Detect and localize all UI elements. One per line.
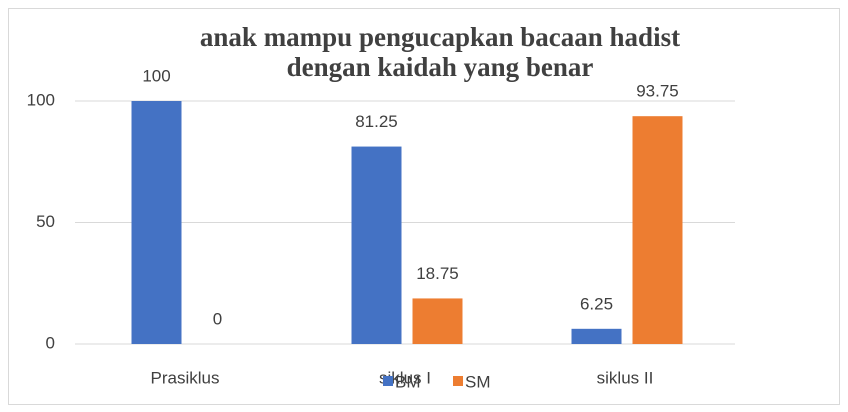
y-tick-label: 50 — [36, 212, 55, 231]
chart-title: dengan kaidah yang benar — [287, 52, 594, 82]
bar — [351, 146, 402, 344]
chart-title: anak mampu pengucapkan bacaan hadist — [200, 22, 680, 52]
data-label: 0 — [213, 309, 222, 328]
y-tick-label: 100 — [27, 90, 55, 109]
bar — [412, 298, 463, 344]
bar — [571, 328, 622, 344]
x-tick-label: siklus II — [597, 368, 654, 387]
data-label: 6.25 — [580, 294, 613, 313]
data-label: 18.75 — [416, 264, 459, 283]
data-label: 81.25 — [355, 112, 398, 131]
y-tick-label: 0 — [46, 333, 55, 352]
legend-label: BM — [395, 372, 421, 391]
bar — [131, 101, 182, 344]
data-label: 93.75 — [636, 82, 679, 101]
x-tick-label: Prasiklus — [151, 368, 220, 387]
legend-label: SM — [465, 372, 491, 391]
legend-swatch — [383, 376, 393, 386]
bar — [632, 116, 683, 344]
data-label: 100 — [142, 66, 170, 85]
legend-swatch — [453, 376, 463, 386]
